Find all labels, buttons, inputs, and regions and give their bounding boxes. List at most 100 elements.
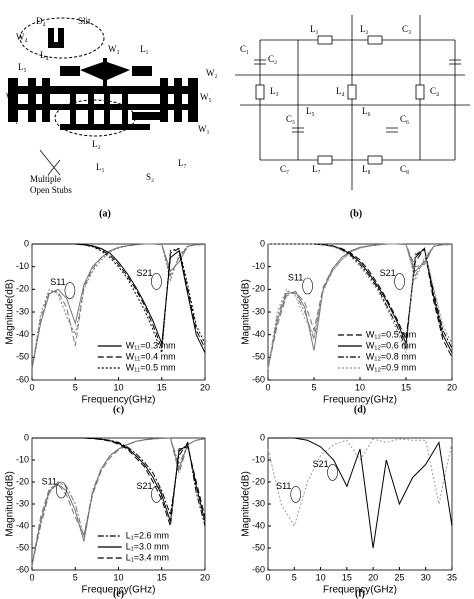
legend-label: W₁₂=0.6 mm bbox=[366, 340, 416, 350]
diagram-label: W₄ bbox=[16, 32, 28, 42]
stub bbox=[132, 112, 162, 120]
annotation: S21 bbox=[136, 481, 152, 491]
annotation-ring bbox=[394, 273, 405, 290]
diagram-label: D₄ bbox=[36, 16, 46, 26]
x-tick-label: 20 bbox=[368, 572, 378, 582]
s21-curve bbox=[268, 437, 453, 549]
x-axis-label: Frequency(GHz) bbox=[323, 585, 397, 596]
diagram-label: Open Stubs bbox=[30, 185, 72, 195]
caption: (b) bbox=[350, 208, 362, 219]
x-axis-label: Frequency(GHz) bbox=[82, 585, 156, 596]
x-tick-label: 5 bbox=[73, 572, 78, 582]
stub bbox=[28, 78, 36, 122]
y-axis-label: Magnitude(dB) bbox=[5, 279, 16, 345]
annotation: S11 bbox=[288, 272, 303, 282]
circuit-diagram bbox=[235, 15, 470, 190]
x-tick-label: 20 bbox=[200, 382, 210, 392]
legend-label: W₁₁=0.5 mm bbox=[126, 362, 176, 372]
open-stub bbox=[70, 94, 76, 130]
caption: (c) bbox=[113, 404, 124, 415]
s21-curve bbox=[32, 437, 206, 527]
y-tick-label: -20 bbox=[252, 284, 265, 294]
s11-curve bbox=[267, 243, 453, 369]
x-tick-label: 5 bbox=[73, 382, 78, 392]
s21-curve bbox=[268, 243, 453, 349]
x-tick-label: 0 bbox=[265, 382, 270, 392]
annotation-ring bbox=[55, 481, 67, 499]
diagram-label: L₂ bbox=[360, 24, 369, 34]
diagram-label: C₃ bbox=[402, 24, 411, 34]
caption: (d) bbox=[354, 404, 366, 415]
inductor bbox=[255, 84, 265, 100]
diagram-label: S₁ bbox=[10, 114, 18, 124]
diagram-label: L₄ bbox=[40, 50, 49, 60]
diagram-label: W bbox=[6, 92, 15, 102]
x-axis-label: Frequency(GHz) bbox=[82, 395, 156, 406]
port bbox=[188, 78, 198, 122]
y-tick-label: -30 bbox=[16, 306, 29, 316]
diagram-label: W₃ bbox=[108, 44, 120, 54]
y-tick-label: -20 bbox=[16, 476, 29, 486]
s11-curve bbox=[31, 437, 206, 566]
x-axis-label: Frequency(GHz) bbox=[323, 395, 397, 406]
diagram-label: C₈ bbox=[400, 164, 409, 174]
x-tick-label: 15 bbox=[157, 572, 167, 582]
stub bbox=[60, 66, 80, 76]
bottom-line bbox=[60, 124, 150, 130]
layout-diagram bbox=[8, 17, 198, 176]
s11-curve bbox=[31, 243, 206, 369]
annotation-ring bbox=[64, 282, 76, 299]
y-axis-label: Magnitude(dB) bbox=[5, 471, 16, 537]
y-tick-label: -20 bbox=[252, 476, 265, 486]
y-tick-label: -20 bbox=[16, 284, 29, 294]
stub bbox=[160, 78, 168, 122]
inductor bbox=[367, 155, 383, 165]
annotation: S21 bbox=[136, 268, 152, 278]
diagram-label: L₁ bbox=[310, 24, 319, 34]
diagram-label: L₇ bbox=[312, 164, 321, 174]
legend-label: W₁₁=0.4 mm bbox=[126, 351, 176, 361]
y-tick-label: 0 bbox=[24, 432, 29, 442]
diagram-label: C₆ bbox=[400, 114, 409, 124]
inductor bbox=[415, 84, 425, 100]
stub bbox=[42, 78, 50, 122]
x-tick-label: 35 bbox=[447, 572, 457, 582]
inductor bbox=[347, 84, 357, 100]
y-tick-label: -40 bbox=[252, 520, 265, 530]
y-tick-label: -60 bbox=[16, 564, 29, 574]
annotation-ring bbox=[151, 486, 162, 503]
x-tick-label: 20 bbox=[200, 572, 210, 582]
s11-curve bbox=[31, 243, 206, 369]
capacitor bbox=[254, 59, 461, 133]
x-tick-label: 10 bbox=[316, 572, 326, 582]
diagram-label: C₇ bbox=[280, 164, 289, 174]
y-tick-label: -10 bbox=[16, 261, 29, 271]
diagram-label: L₈ bbox=[362, 164, 371, 174]
annotation: S11 bbox=[42, 476, 57, 486]
x-tick-label: 15 bbox=[401, 382, 411, 392]
port bbox=[8, 78, 18, 122]
diagram-label: L₁ bbox=[140, 44, 149, 54]
annotation: S11 bbox=[276, 481, 291, 491]
y-tick-label: 0 bbox=[260, 432, 265, 442]
legend-label: L₁=3.4 mm bbox=[126, 552, 169, 562]
diagram-label: L₄ bbox=[336, 86, 345, 96]
coupled-line bbox=[18, 104, 188, 110]
x-tick-label: 30 bbox=[421, 572, 431, 582]
y-tick-label: -50 bbox=[16, 352, 29, 362]
diagram-label: W₁ bbox=[198, 124, 210, 134]
annotation-ring bbox=[302, 277, 313, 295]
zoom-ellipse bbox=[19, 17, 105, 59]
diagram-label: Multiple bbox=[30, 174, 61, 184]
arrow bbox=[39, 149, 61, 176]
y-tick-label: -50 bbox=[16, 542, 29, 552]
x-tick-label: 15 bbox=[157, 382, 167, 392]
x-tick-label: 15 bbox=[342, 572, 352, 582]
diagram-label: L₅ bbox=[18, 62, 27, 72]
y-tick-label: 0 bbox=[24, 238, 29, 248]
legend-label: L₁=2.6 mm bbox=[126, 530, 169, 540]
taper bbox=[80, 62, 130, 80]
y-tick-label: -60 bbox=[252, 564, 265, 574]
diagram-label: S₂ bbox=[146, 172, 154, 182]
